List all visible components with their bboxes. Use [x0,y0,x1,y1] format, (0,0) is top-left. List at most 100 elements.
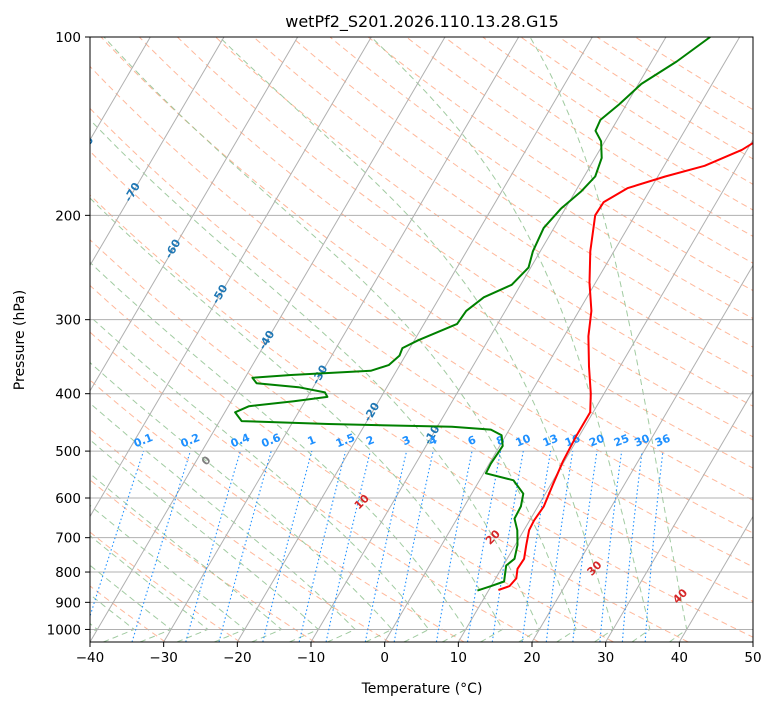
mixing-ratio-line [435,450,473,642]
mixing-ratio-label: 0.6 [260,431,283,450]
mixing-ratio-label: 0.2 [179,431,202,450]
x-tick-label: −20 [223,650,252,666]
mixing-ratio-label: 20 [587,432,606,450]
mixing-ratio-label: 3 [400,433,412,448]
moist-adiabat [370,37,651,642]
x-tick-label: 50 [744,650,761,666]
mixing-ratio-line [599,451,623,642]
moist-adiabat [90,361,393,642]
isotherm-label: -60 [162,237,183,261]
moist-adiabat [529,37,688,642]
isotherm-label: -90 [24,96,45,120]
mixing-ratio-label: 25 [612,432,631,450]
dry-adiabat [329,37,753,320]
isotherm-label: -80 [75,134,96,158]
mixing-ratio-label: 0.1 [132,431,155,450]
mixing-ratio-line [364,450,408,642]
x-axis-ticks: −40 −30 −20 −10 0 10 20 30 40 50 [76,642,762,666]
plot-frame [89,36,754,643]
background-lines [0,37,753,642]
dry-adiabat [90,239,689,642]
moist-adiabat [90,564,172,642]
moist-adiabat [90,535,209,642]
mixing-ratio-label: 10 [514,432,533,450]
y-tick-label: 800 [55,565,81,581]
isotherm-line [90,37,299,392]
y-tick-label: 600 [55,491,81,507]
y-tick-label: 500 [55,444,81,460]
temperature-profile [498,141,753,591]
x-tick-label: 0 [380,650,389,666]
dry-adiabat [558,37,753,160]
mixing-ratio-line [185,450,241,642]
x-tick-label: 40 [671,650,688,666]
mixing-ratio-label: 8 [494,433,506,448]
y-tick-label: 100 [55,30,81,46]
mixing-ratio-label: 36 [653,432,672,450]
mixing-ratio-line [521,451,552,642]
isotherm-label: -40 [256,328,277,352]
mixing-ratio-line [298,450,347,642]
mixing-ratio-label: 16 [563,432,582,450]
dry-adiabat [100,37,753,501]
mixing-ratio-line [393,450,434,642]
moist-adiabat [219,37,614,642]
isotherm-line [752,641,753,642]
dry-adiabat [635,37,753,111]
isotherm-line [90,37,151,141]
mixing-ratio-line [572,451,598,642]
moist-adiabat [90,261,467,642]
x-tick-label: −30 [149,650,178,666]
dry-adiabat [215,37,753,407]
chart-title: wetPf2_S201.2026.110.13.28.G15 [285,12,559,32]
moist-adiabat-label: 0 [199,453,214,468]
moist-adiabat [90,402,357,642]
dry-adiabat [444,37,753,237]
dry-adiabat [177,37,753,438]
y-axis-label: Pressure (hPa) [12,290,28,390]
mixing-ratio-line [131,450,191,642]
dry-adiabat [90,150,753,603]
y-tick-label: 200 [55,208,81,224]
y-tick-label: 900 [55,595,81,611]
dry-adiabat [90,107,753,568]
isotherm-line [605,389,753,642]
dry-adiabat [406,37,753,264]
dry-adiabat [90,284,614,642]
y-axis-ticks: 100 200 300 400 500 600 700 800 900 1000 [47,30,90,638]
dry-adiabat [138,37,753,469]
moist-adiabat [103,37,577,642]
y-tick-label: 400 [55,387,81,403]
line-labels: -100-90-80-70-60-50-40-30-20-100.10.20.4… [24,96,690,606]
isotherm-line [90,37,225,267]
profiles [234,37,753,592]
dry-adiabat [90,379,465,642]
mixing-ratio-line [262,450,313,642]
mixing-ratio-line [325,450,371,642]
isotherm-line [0,37,3,642]
moist-adiabat [90,439,320,642]
mixing-ratio-line [90,450,145,618]
isotherm-line [90,37,446,642]
moist-adiabat-label: 30 [585,558,605,578]
x-axis-label: Temperature (°C) [361,681,483,697]
x-tick-label: −10 [297,650,326,666]
x-tick-label: 20 [523,650,540,666]
mixing-ratio-label: 0.4 [229,431,252,450]
mixing-ratio-line [491,450,524,642]
dry-adiabat [367,37,753,292]
x-tick-label: 30 [597,650,614,666]
moist-adiabat [90,315,430,642]
isotherm-line [90,37,372,518]
x-tick-label: −40 [76,650,105,666]
dry-adiabat [520,37,753,185]
moist-adiabat [90,504,246,642]
isotherm-line [457,138,753,642]
y-tick-label: 1000 [47,622,81,638]
x-tick-label: 10 [450,650,467,666]
isotherm-label: -20 [361,400,382,424]
mixing-ratio-label: 1 [306,433,318,448]
mixing-ratio-label: 13 [541,432,560,450]
moist-adiabat [90,197,504,642]
